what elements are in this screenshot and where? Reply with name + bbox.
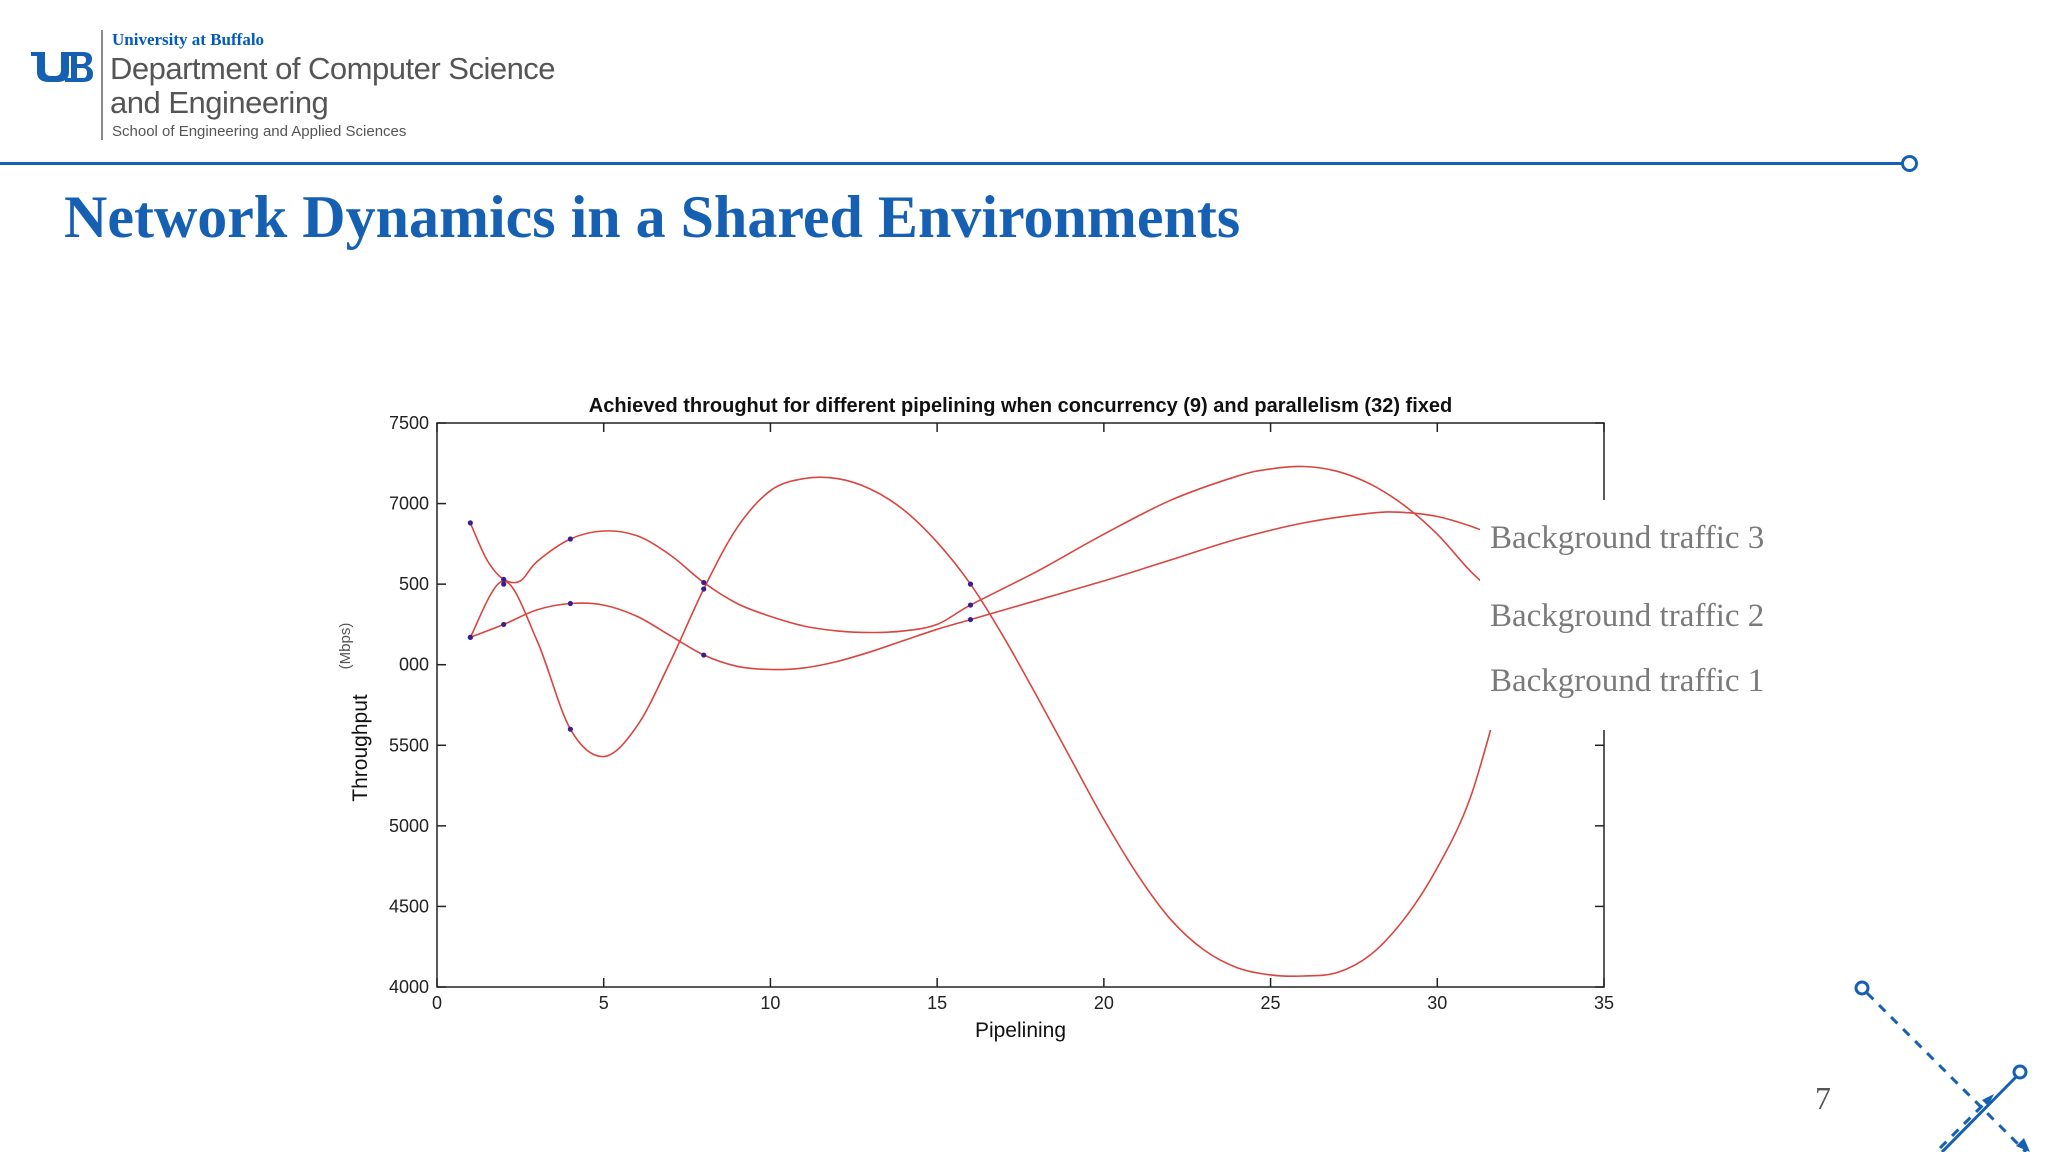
y-tick-label: 5500	[389, 735, 429, 755]
slide-title: Network Dynamics in a Shared Environment…	[64, 184, 1241, 250]
y-tick-label: 4500	[389, 896, 429, 916]
department-name-line1: Department of Computer Science	[110, 51, 556, 86]
plot-frame	[436, 422, 1605, 988]
data-point-series-1	[967, 581, 974, 587]
data-point-series-3	[567, 536, 573, 542]
legend-entry-background-traffic-3: Background traffic 3	[1490, 520, 1765, 556]
data-point-series-3	[467, 520, 473, 526]
y-axis-unit: (Mbps)	[337, 623, 354, 670]
data-point-series-3	[701, 579, 707, 586]
series-line-2	[470, 511, 1505, 671]
data-point-series-1	[567, 726, 573, 732]
ub-logo-icon	[31, 52, 93, 82]
data-point-series-2	[567, 600, 573, 607]
data-point-series-2	[701, 652, 707, 658]
y-axis-label: Throughput	[349, 694, 372, 802]
data-point-series-2	[467, 634, 473, 640]
series-line-3	[469, 465, 1505, 634]
y-tick-label: 4000	[389, 977, 429, 997]
y-tick-label: 7500	[389, 413, 429, 433]
rule-end-circle-icon	[1901, 155, 1918, 172]
x-tick-label: 15	[927, 993, 947, 1013]
decorative-arrows-icon	[1854, 980, 2030, 1152]
department-name-line2: and Engineering	[110, 85, 329, 120]
page-number: 7	[1815, 1080, 1831, 1116]
x-tick-label: 30	[1427, 993, 1447, 1013]
chart-legend: Background traffic 3 Background traffic …	[1480, 500, 1810, 730]
y-tick-label: 000	[399, 655, 429, 675]
slide-header: University at Buffalo Department of Comp…	[0, 0, 2048, 170]
data-point-series-2	[967, 616, 974, 623]
x-tick-label: 35	[1594, 993, 1614, 1013]
throughput-chart: 0 5 10 15 20 25 30 35 4000 4500 5000 5500 000 500 7000…	[337, 395, 1614, 1042]
y-tick-label: 7000	[389, 494, 429, 514]
university-name: University at Buffalo	[112, 30, 265, 49]
data-point-series-1	[501, 581, 507, 587]
x-tick-label: 20	[1094, 993, 1114, 1013]
x-tick-label: 10	[760, 993, 780, 1013]
x-axis-label: Pipelining	[975, 1019, 1066, 1042]
data-point-series-2	[501, 621, 507, 628]
header-rule	[0, 162, 1908, 165]
school-name: School of Engineering and Applied Scienc…	[112, 123, 407, 140]
x-tick-label: 5	[599, 993, 609, 1013]
chart-title: Achieved throughut for different pipelin…	[589, 395, 1452, 417]
x-tick-label: 0	[432, 993, 442, 1013]
data-point-series-1	[701, 586, 707, 592]
data-point-series-3	[967, 602, 974, 608]
y-tick-label: 500	[399, 574, 429, 594]
legend-entry-background-traffic-1: Background traffic 1	[1490, 663, 1765, 699]
y-tick-label: 5000	[389, 816, 429, 836]
data-point-series-3	[501, 576, 507, 582]
header-divider	[101, 30, 103, 140]
series-line-1	[469, 476, 1505, 977]
legend-entry-background-traffic-2: Background traffic 2	[1490, 598, 1765, 634]
x-tick-label: 25	[1261, 993, 1281, 1013]
